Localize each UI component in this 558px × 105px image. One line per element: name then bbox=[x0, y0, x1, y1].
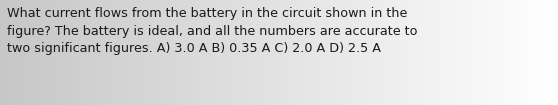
Text: What current flows from the battery in the circuit shown in the
figure? The batt: What current flows from the battery in t… bbox=[7, 7, 418, 55]
